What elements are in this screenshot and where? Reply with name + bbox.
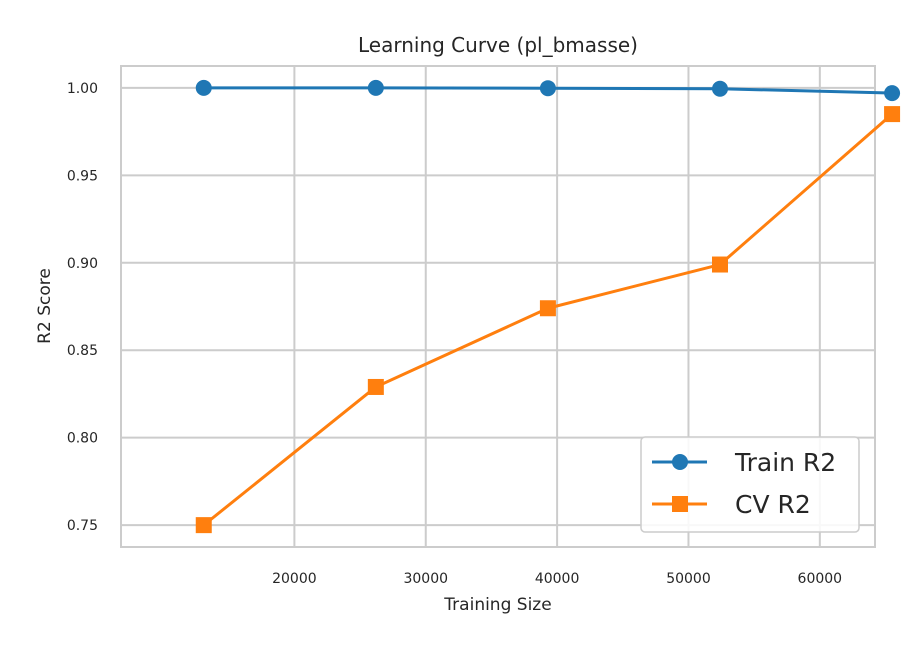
y-tick-label: 0.80 (67, 431, 98, 447)
data-point-cv (711, 256, 728, 273)
legend: Train R2 CV R2 (640, 436, 860, 533)
x-tick-label: 40000 (535, 571, 580, 587)
tick-labels: 20000 30000 40000 50000 60000 0.75 0.80 0.85 0.9… (67, 81, 842, 587)
data-point-train (539, 80, 556, 97)
legend-train-marker (672, 454, 688, 470)
y-tick-label: 0.75 (67, 518, 98, 534)
data-point-cv (539, 300, 556, 317)
chart-title: Learning Curve (pl_bmasse) (358, 33, 638, 57)
legend-label-cv: CV R2 (735, 490, 811, 519)
x-axis-label: Training Size (443, 595, 551, 615)
data-point-cv (367, 378, 384, 395)
y-tick-label: 0.90 (67, 256, 98, 272)
x-tick-label: 20000 (272, 571, 317, 587)
plot-frame (120, 65, 876, 548)
data-point-train (884, 85, 901, 102)
x-tick-label: 30000 (403, 571, 448, 587)
data-point-train (195, 79, 212, 96)
legend-label-train: Train R2 (734, 448, 836, 477)
y-axis-label: R2 Score (35, 268, 55, 344)
x-tick-label: 50000 (666, 571, 711, 587)
x-tick-label: 60000 (798, 571, 843, 587)
y-tick-label: 0.85 (67, 343, 98, 359)
data-point-cv (195, 517, 212, 534)
y-tick-label: 0.95 (67, 168, 98, 184)
legend-cv-marker (672, 496, 688, 512)
y-tick-label: 1.00 (67, 81, 98, 97)
data-point-train (711, 80, 728, 97)
series-layer (195, 79, 901, 534)
data-point-train (367, 79, 384, 96)
data-point-cv (884, 106, 901, 123)
